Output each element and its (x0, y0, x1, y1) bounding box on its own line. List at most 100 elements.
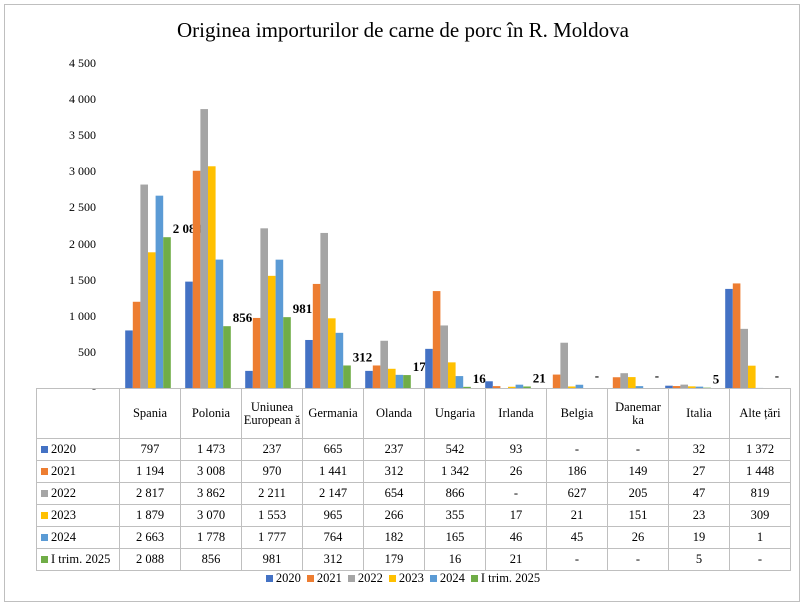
bar (132, 301, 141, 388)
table-cell: 237 (241, 438, 303, 461)
bar (252, 317, 261, 388)
bar (508, 386, 516, 388)
bar (688, 386, 696, 388)
category-label: Spania (119, 388, 181, 439)
table-cell: 21 (485, 548, 547, 571)
table-row: 2024 2 663 1 778 1 777 764 182 165 46 45 26 19 1 (36, 526, 791, 549)
bar (552, 374, 561, 388)
bar (268, 275, 276, 388)
bar (568, 386, 576, 388)
category-label: Polonia (180, 388, 242, 439)
table-cell: 1 778 (180, 526, 242, 549)
category-label: Belgia (546, 388, 608, 439)
table-cell: 182 (363, 526, 425, 549)
bar (628, 377, 636, 388)
table-cell: 970 (241, 460, 303, 483)
y-tick-label: 3 000 (69, 164, 96, 179)
bar (635, 386, 644, 388)
series-row-label: 2022 (36, 482, 120, 505)
table-cell: 3 070 (180, 504, 242, 527)
table-cell: 27 (668, 460, 730, 483)
bar (492, 386, 501, 388)
data-label: 21 (533, 370, 546, 385)
series-row-label: 2021 (36, 460, 120, 483)
legend-swatch (388, 575, 396, 582)
legend: 2020 2021 2022 2023 2024 I trim. 2025 (0, 571, 806, 586)
legend-swatch (306, 575, 314, 582)
table-cell: 2 088 (119, 548, 181, 571)
bar (372, 365, 381, 388)
chart-frame (4, 4, 800, 602)
table-cell: 654 (363, 482, 425, 505)
table-cell: 165 (424, 526, 486, 549)
legend-swatch (429, 575, 437, 582)
bar (192, 170, 201, 388)
bar (575, 384, 584, 388)
table-cell: 2 211 (241, 482, 303, 505)
table-cell: 179 (363, 548, 425, 571)
table-cell: 5 (668, 548, 730, 571)
y-tick-label: 4 000 (69, 92, 96, 107)
series-row-label: 2023 (36, 504, 120, 527)
bar (335, 332, 344, 388)
table-cell: 312 (302, 548, 364, 571)
bar (440, 325, 448, 388)
table-cell: - (546, 548, 608, 571)
legend-swatch (347, 575, 355, 582)
table-cell: 1 448 (729, 460, 791, 483)
bar (148, 252, 156, 388)
legend-item: 2020 (265, 571, 301, 586)
table-cell: - (607, 548, 669, 571)
bar (448, 362, 456, 388)
legend-label: 2023 (398, 571, 424, 585)
table-cell: 797 (119, 438, 181, 461)
table-cell: 1 342 (424, 460, 486, 483)
legend-item: 2024 (429, 571, 465, 586)
table-cell: - (485, 482, 547, 505)
table-cell: 665 (302, 438, 364, 461)
table-row: 2021 1 194 3 008 970 1 441 312 1 342 26 186 149 27… (36, 460, 791, 483)
bar (215, 259, 224, 388)
y-tick-label: 1 000 (69, 308, 96, 323)
table-cell: 866 (424, 482, 486, 505)
legend-item: 2022 (347, 571, 383, 586)
y-tick-label: 500 (78, 344, 96, 359)
table-cell: 46 (485, 526, 547, 549)
table-cell: - (546, 438, 608, 461)
bar (155, 195, 164, 388)
table-cell: 3 862 (180, 482, 242, 505)
bar (485, 381, 493, 388)
table-cell: 312 (363, 460, 425, 483)
table-cell: 1 777 (241, 526, 303, 549)
table-cell: 2 147 (302, 482, 364, 505)
table-cell: 1 879 (119, 504, 181, 527)
bar (185, 281, 193, 388)
bar (403, 375, 411, 388)
legend-label: 2024 (439, 571, 465, 585)
bar (515, 384, 524, 388)
series-swatch (41, 446, 48, 453)
bar (680, 384, 688, 388)
bar (523, 386, 531, 388)
bar (260, 228, 268, 388)
series-name: I trim. 2025 (51, 552, 111, 566)
table-cell: 1 553 (241, 504, 303, 527)
category-label: Ungaria (424, 388, 486, 439)
bar (312, 283, 321, 388)
series-name: 2022 (51, 486, 76, 500)
table-cell: 542 (424, 438, 486, 461)
bar (245, 370, 253, 388)
bar (343, 365, 351, 388)
table-cell: 2 663 (119, 526, 181, 549)
bar (125, 330, 133, 388)
y-tick-label: 1 500 (69, 272, 96, 287)
category-label: Danemar ka (607, 388, 669, 439)
y-tick-label: 4 500 (69, 56, 96, 70)
y-tick-label: 2 000 (69, 236, 96, 251)
data-label: - (655, 368, 659, 383)
data-label: - (595, 368, 599, 383)
table-cell: 26 (485, 460, 547, 483)
data-label: 5 (713, 372, 720, 387)
table-cell: 355 (424, 504, 486, 527)
